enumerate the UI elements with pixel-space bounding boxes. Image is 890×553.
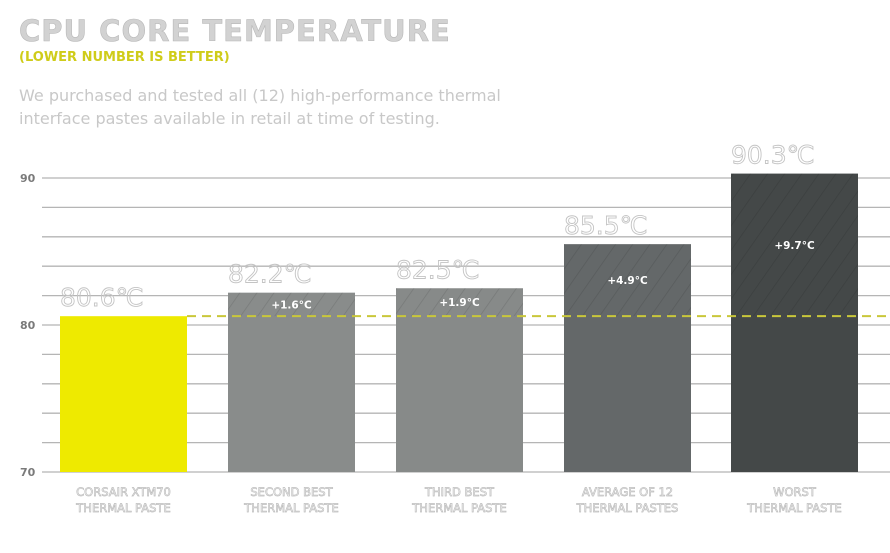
bar [228,292,355,472]
chart-description: We purchased and tested all (12) high-pe… [19,86,501,128]
category-label: THERMAL PASTES [576,501,679,515]
category-label: SECOND BEST [250,485,333,499]
category-label: THIRD BEST [424,485,495,499]
category-label: CORSAIR XTM70 [76,485,171,499]
delta-label: +1.9°C [439,297,480,309]
y-tick-label: 70 [20,466,36,479]
bar [60,316,187,472]
y-tick-label: 80 [20,319,36,332]
bar-delta-hatch [564,244,691,317]
category-label: THERMAL PASTE [75,501,170,515]
bar [396,288,523,472]
bar-delta-hatch [396,288,523,317]
category-label: WORST [773,485,817,499]
chart-title: CPU CORE TEMPERATURE [19,14,451,49]
chart-subtitle: (LOWER NUMBER IS BETTER) [19,50,230,65]
category-label: THERMAL PASTE [746,501,841,515]
value-label: 90.3℃ [731,141,815,170]
y-tick-label: 90 [20,172,36,185]
value-label: 82.5℃ [396,255,480,284]
delta-label: +1.6°C [271,299,312,311]
bar-delta-hatch [731,173,858,317]
category-label: THERMAL PASTE [411,501,506,515]
category-label: THERMAL PASTE [243,501,338,515]
category-label: AVERAGE OF 12 [582,485,673,499]
delta-label: +4.9°C [607,275,648,287]
value-label: 85.5℃ [564,211,648,240]
value-label: 82.2℃ [228,260,312,289]
bar-delta-hatch [228,292,355,317]
delta-label: +9.7°C [774,240,815,252]
value-label: 80.6℃ [60,283,144,312]
